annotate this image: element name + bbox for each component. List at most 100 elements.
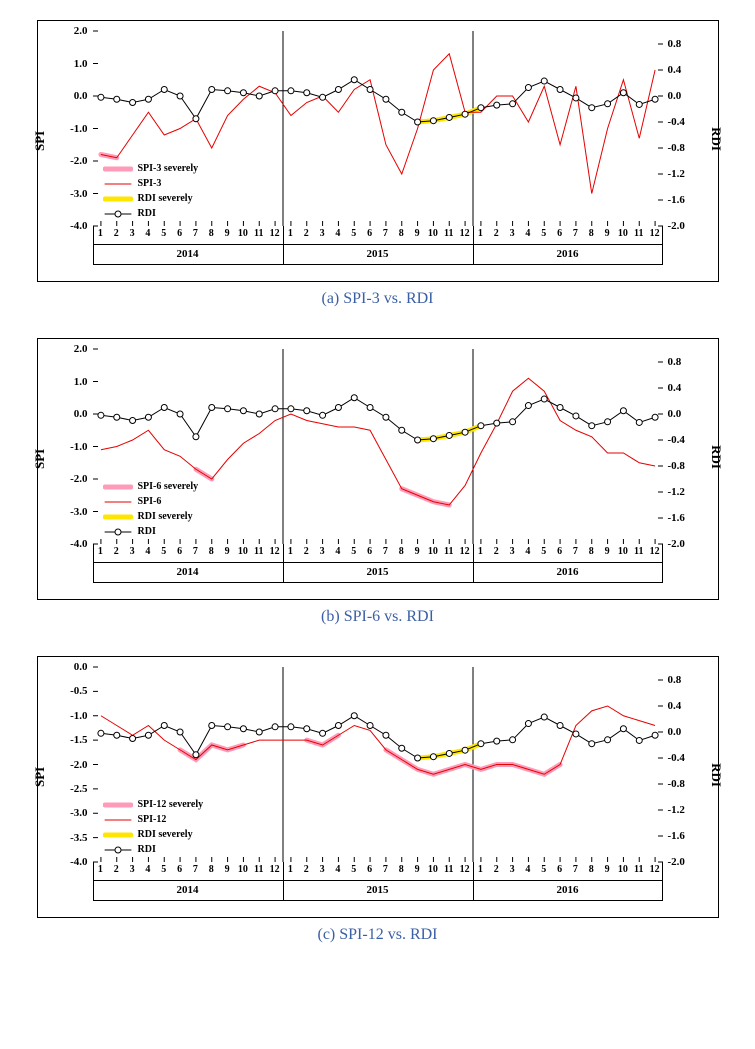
x-tick-year: 2015 <box>367 884 389 896</box>
y-tick-right: 0.4 <box>668 64 713 76</box>
x-tick-year: 2015 <box>367 248 389 260</box>
x-tick-month: 6 <box>367 864 372 875</box>
rdi-marker <box>509 737 515 743</box>
rdi-marker <box>145 414 151 420</box>
x-tick-month: 3 <box>510 864 515 875</box>
x-tick-month: 7 <box>193 228 198 239</box>
legend-label: RDI severely <box>138 193 193 204</box>
y-tick-right: 0.0 <box>668 408 713 420</box>
x-tick-month: 5 <box>161 228 166 239</box>
x-tick-month: 12 <box>460 864 470 875</box>
x-tick-month: 6 <box>367 546 372 557</box>
y-tick-left: 1.0 <box>43 376 88 388</box>
x-tick-month: 12 <box>650 228 660 239</box>
x-tick-year: 2014 <box>177 566 199 578</box>
x-tick-month: 3 <box>510 228 515 239</box>
legend-swatch <box>103 496 133 508</box>
y-tick-right: -2.0 <box>668 220 713 232</box>
rdi-line <box>100 398 654 440</box>
rdi-marker <box>541 396 547 402</box>
x-tick-month: 8 <box>209 864 214 875</box>
y-tick-left: 2.0 <box>43 343 88 355</box>
rdi-marker <box>477 105 483 111</box>
x-tick-month: 6 <box>557 864 562 875</box>
legend-label: SPI-3 severely <box>138 163 199 174</box>
x-tick-month: 3 <box>130 228 135 239</box>
x-tick-month: 8 <box>209 228 214 239</box>
legend-swatch <box>103 829 133 841</box>
y-tick-left: -3.0 <box>43 506 88 518</box>
x-tick-month: 6 <box>177 228 182 239</box>
rdi-marker <box>177 729 183 735</box>
y-tick-left: -2.0 <box>43 759 88 771</box>
x-tick-month: 4 <box>335 864 340 875</box>
x-tick-month: 7 <box>193 864 198 875</box>
rdi-marker <box>240 408 246 414</box>
rdi-marker <box>446 432 452 438</box>
rdi-marker <box>335 87 341 93</box>
x-tick-month: 9 <box>415 546 420 557</box>
x-tick-month: 8 <box>589 546 594 557</box>
rdi-marker <box>319 94 325 100</box>
rdi-marker <box>303 726 309 732</box>
legend-label: RDI severely <box>138 829 193 840</box>
y-tick-right: -0.8 <box>668 778 713 790</box>
y-axis-left: -4.0-3.5-3.0-2.5-2.0-1.5-1.0-0.50.0 <box>43 667 88 862</box>
rdi-marker <box>493 738 499 744</box>
rdi-marker <box>414 437 420 443</box>
x-tick-month: 4 <box>525 546 530 557</box>
rdi-marker <box>398 427 404 433</box>
y-tick-left: -2.0 <box>43 473 88 485</box>
x-tick-month: 10 <box>238 546 248 557</box>
x-tick-month: 9 <box>415 228 420 239</box>
chart-caption: (b) SPI-6 vs. RDI <box>20 608 735 626</box>
x-tick-month: 8 <box>589 864 594 875</box>
rdi-marker <box>509 101 515 107</box>
rdi-marker <box>430 118 436 124</box>
x-tick-month: 7 <box>383 864 388 875</box>
x-tick-month: 2 <box>114 864 119 875</box>
x-tick-month: 4 <box>145 546 150 557</box>
rdi-marker <box>588 741 594 747</box>
x-tick-month: 8 <box>399 228 404 239</box>
x-tick-year: 2016 <box>557 884 579 896</box>
x-tick-month: 3 <box>320 864 325 875</box>
rdi-marker <box>525 403 531 409</box>
y-tick-left: 0.0 <box>43 661 88 673</box>
rdi-marker <box>382 96 388 102</box>
x-tick-month: 11 <box>254 228 263 239</box>
rdi-marker <box>287 88 293 94</box>
rdi-marker <box>272 724 278 730</box>
x-tick-month: 5 <box>541 864 546 875</box>
rdi-marker <box>145 96 151 102</box>
x-tick-month: 6 <box>557 546 562 557</box>
x-tick-month: 9 <box>605 864 610 875</box>
legend-swatch <box>103 208 133 220</box>
rdi-marker <box>319 730 325 736</box>
legend-label: SPI-6 <box>138 496 162 507</box>
x-tick-month: 12 <box>460 228 470 239</box>
y-label-left: SPI <box>32 449 48 469</box>
rdi-marker <box>129 418 135 424</box>
rdi-marker <box>256 411 262 417</box>
x-tick-year: 2016 <box>557 566 579 578</box>
x-tick-month: 3 <box>320 546 325 557</box>
x-tick-month: 12 <box>460 546 470 557</box>
x-tick-month: 4 <box>335 546 340 557</box>
rdi-marker <box>97 730 103 736</box>
x-axis: 1234567891011121234567891011121234567891… <box>93 862 663 917</box>
legend-item: SPI-6 severely <box>103 479 199 494</box>
rdi-marker <box>208 723 214 729</box>
rdi-marker <box>636 101 642 107</box>
rdi-marker <box>398 109 404 115</box>
y-tick-left: 2.0 <box>43 25 88 37</box>
y-tick-left: -4.0 <box>43 220 88 232</box>
rdi-marker <box>192 116 198 122</box>
rdi-marker <box>224 724 230 730</box>
y-tick-right: -0.8 <box>668 460 713 472</box>
y-tick-left: -1.5 <box>43 734 88 746</box>
legend-label: SPI-12 severely <box>138 799 204 810</box>
rdi-marker <box>319 412 325 418</box>
y-tick-left: -3.0 <box>43 188 88 200</box>
rdi-marker <box>493 420 499 426</box>
